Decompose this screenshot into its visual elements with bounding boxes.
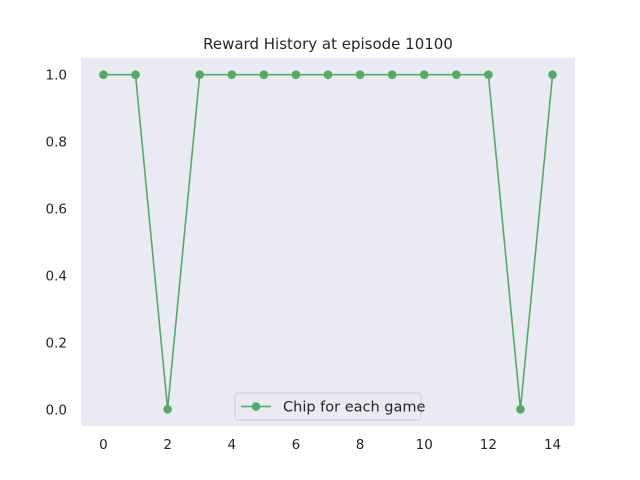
data-point [355,70,365,80]
data-point [323,70,333,80]
data-point [419,70,429,80]
y-tick-label: 1.0 [46,68,67,84]
data-point [291,70,301,80]
data-point [99,70,108,80]
y-tick-label: 0.4 [46,268,67,284]
x-tick-label: 2 [163,437,172,453]
x-tick-label: 6 [292,437,301,453]
x-axis-ticks: 0 2 4 6 8 10 12 14 [99,437,561,453]
legend-box [234,392,422,421]
data-point [227,70,237,80]
data-point [452,70,461,80]
y-axis-ticks: 0.0 0.2 0.4 0.6 0.8 1.0 [46,68,67,419]
x-tick-label: 8 [356,437,365,453]
x-tick-label: 0 [99,437,108,453]
y-tick-label: 0.6 [46,202,67,218]
y-tick-label: 0.2 [46,335,67,351]
legend-label: Chip for each game [283,400,425,416]
x-tick-label: 10 [416,437,433,453]
data-point [163,404,172,414]
x-tick-label: 4 [227,437,236,453]
x-tick-label: 12 [480,437,497,453]
data-point [387,70,397,80]
data-point [516,404,525,414]
legend-marker-swatch [251,402,261,411]
data-point [195,70,204,80]
y-tick-label: 0.8 [46,135,67,151]
legend: Chip for each game [234,392,425,421]
data-point [259,70,269,80]
x-tick-label: 14 [544,437,561,453]
data-point [131,70,140,80]
plot-area [81,58,575,426]
data-point [548,70,557,80]
series-layer [99,70,557,414]
data-point [484,70,493,80]
y-tick-label: 0.0 [46,402,67,418]
chart-title: Reward History at episode 10100 [203,35,453,53]
